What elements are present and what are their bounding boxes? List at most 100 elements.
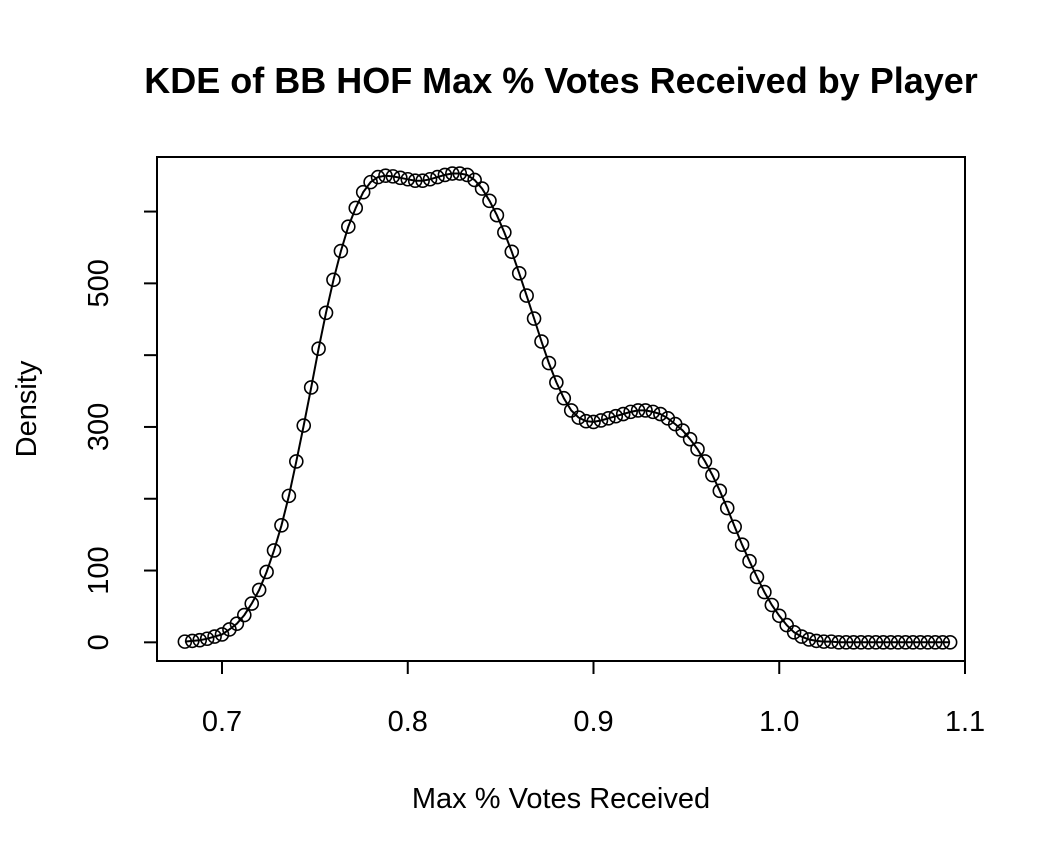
data-point bbox=[541, 355, 557, 371]
data-point bbox=[898, 635, 913, 650]
data-point bbox=[719, 500, 735, 516]
data-point bbox=[697, 454, 713, 469]
data-point bbox=[370, 169, 386, 185]
x-tick-label: 0.9 bbox=[573, 706, 613, 738]
data-point bbox=[177, 634, 193, 649]
data-point bbox=[407, 173, 423, 188]
data-point bbox=[809, 633, 824, 649]
data-point bbox=[259, 564, 274, 580]
y-tick-label: 500 bbox=[83, 259, 115, 307]
data-point bbox=[861, 635, 876, 650]
data-point bbox=[482, 193, 497, 209]
y-tick-label: 0 bbox=[83, 634, 115, 650]
data-series bbox=[177, 166, 958, 650]
data-point bbox=[385, 169, 401, 184]
data-point bbox=[601, 411, 616, 426]
data-point bbox=[623, 404, 638, 420]
data-point bbox=[296, 418, 312, 433]
data-point bbox=[363, 174, 378, 190]
data-point bbox=[846, 635, 861, 650]
data-point bbox=[445, 166, 460, 181]
data-point bbox=[355, 184, 371, 200]
data-point bbox=[816, 634, 832, 649]
chart-title: KDE of BB HOF Max % Votes Received by Pl… bbox=[144, 60, 978, 101]
data-point bbox=[927, 635, 943, 650]
data-point bbox=[341, 219, 356, 234]
data-point bbox=[935, 635, 951, 650]
data-point bbox=[675, 423, 690, 438]
data-point bbox=[712, 483, 728, 499]
data-point bbox=[467, 172, 482, 188]
data-point bbox=[378, 168, 393, 183]
y-axis: 0 100 300 500 bbox=[83, 210, 158, 650]
data-point bbox=[786, 624, 802, 640]
data-point bbox=[831, 635, 846, 650]
data-point bbox=[727, 519, 742, 535]
y-tick-label: 300 bbox=[83, 403, 115, 451]
data-point bbox=[742, 553, 757, 569]
data-point bbox=[913, 635, 928, 650]
density-line bbox=[184, 172, 951, 644]
data-point bbox=[823, 634, 839, 649]
data-point bbox=[682, 431, 698, 447]
data-point bbox=[430, 169, 445, 185]
x-tick-label: 1.0 bbox=[759, 706, 799, 738]
data-point bbox=[400, 171, 416, 187]
data-point bbox=[474, 181, 490, 196]
data-point bbox=[333, 243, 349, 259]
data-point bbox=[237, 607, 252, 623]
data-point bbox=[653, 406, 668, 422]
data-point bbox=[415, 173, 430, 188]
data-point bbox=[274, 518, 289, 533]
data-point bbox=[801, 632, 817, 647]
data-point bbox=[853, 635, 869, 650]
data-point bbox=[905, 635, 921, 650]
data-point bbox=[705, 467, 720, 483]
data-point bbox=[289, 454, 304, 469]
data-point bbox=[266, 543, 282, 558]
data-point bbox=[875, 635, 891, 650]
data-point bbox=[638, 403, 653, 418]
data-point bbox=[281, 488, 297, 504]
data-point bbox=[578, 413, 594, 429]
data-point bbox=[771, 608, 787, 624]
data-point bbox=[326, 272, 341, 288]
data-point bbox=[184, 633, 200, 649]
y-tick-label: 100 bbox=[83, 546, 115, 594]
data-point bbox=[199, 631, 215, 647]
data-point bbox=[586, 414, 601, 430]
data-point bbox=[318, 305, 334, 321]
data-point bbox=[511, 266, 527, 281]
y-axis-label: Density bbox=[11, 360, 43, 457]
data-point bbox=[615, 406, 631, 422]
data-point bbox=[251, 582, 267, 598]
data-point bbox=[452, 166, 468, 181]
data-point bbox=[690, 441, 705, 457]
x-tick-label: 0.7 bbox=[202, 706, 242, 738]
data-point bbox=[526, 311, 542, 326]
data-point bbox=[207, 629, 222, 644]
data-point bbox=[549, 375, 564, 390]
data-point bbox=[519, 288, 534, 303]
data-point bbox=[422, 171, 438, 187]
data-point bbox=[645, 404, 661, 420]
data-point bbox=[593, 413, 609, 428]
data-point bbox=[883, 635, 899, 650]
x-tick-label: 0.8 bbox=[388, 706, 428, 738]
x-axis-label: Max % Votes Received bbox=[412, 783, 710, 815]
data-point bbox=[757, 584, 772, 600]
data-point bbox=[244, 596, 260, 611]
data-point bbox=[504, 244, 520, 260]
data-point bbox=[459, 167, 475, 183]
x-axis: 0.7 0.8 0.9 1.0 1.1 bbox=[202, 660, 985, 738]
data-point bbox=[920, 635, 936, 650]
data-point bbox=[214, 627, 230, 642]
plot-frame bbox=[156, 156, 966, 662]
data-point bbox=[734, 537, 750, 552]
data-point bbox=[437, 167, 453, 183]
data-point bbox=[942, 635, 958, 650]
data-point bbox=[393, 170, 408, 186]
data-point bbox=[608, 408, 624, 424]
data-point bbox=[890, 635, 906, 650]
